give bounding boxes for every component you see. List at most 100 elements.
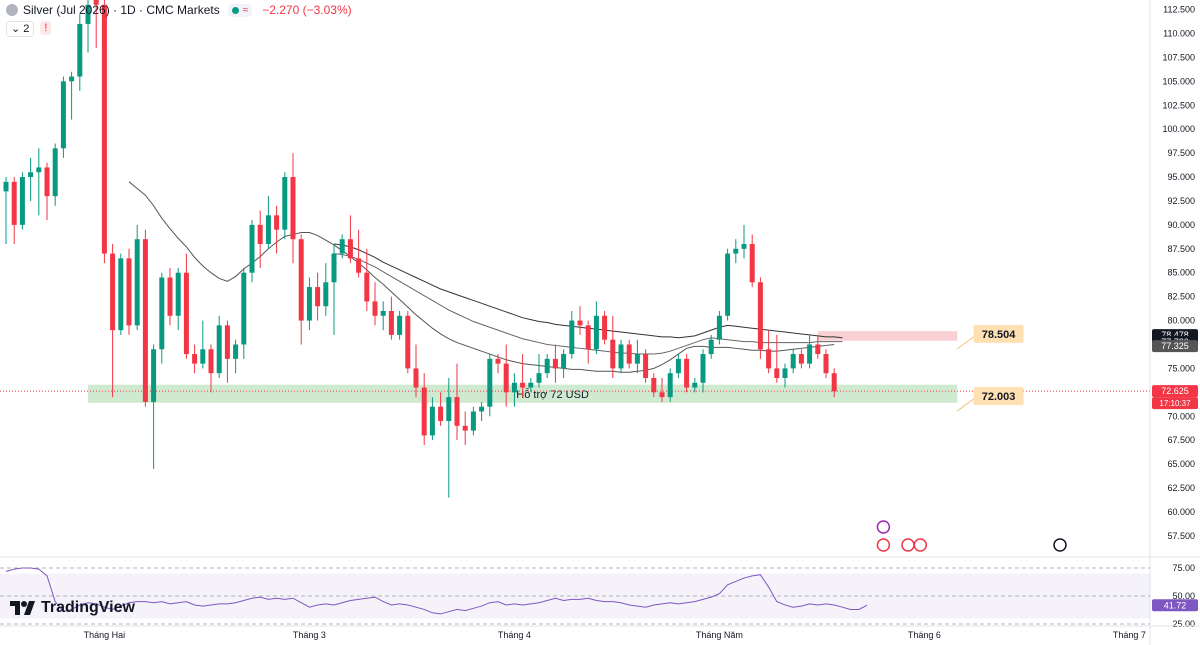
candle-body[interactable] [561, 354, 567, 369]
candle-body[interactable] [659, 392, 665, 398]
candle-body[interactable] [544, 358, 550, 374]
candle-body[interactable] [487, 358, 493, 407]
candle-body[interactable] [651, 377, 657, 393]
candle-body[interactable] [224, 325, 230, 359]
candle-body[interactable] [429, 406, 435, 436]
candle-body[interactable] [626, 344, 632, 364]
candle-body[interactable] [684, 358, 690, 388]
candle-body[interactable] [331, 253, 337, 283]
candle-body[interactable] [503, 363, 509, 393]
candle-body[interactable] [339, 239, 345, 254]
symbol-title[interactable]: Silver (Jul 2026) · 1D · CMC Markets [23, 3, 220, 17]
candle-body[interactable] [69, 76, 75, 82]
candle-body[interactable] [413, 368, 419, 388]
candle-body[interactable] [347, 239, 353, 259]
candle-body[interactable] [44, 167, 50, 197]
candle-body[interactable] [167, 277, 173, 316]
candle-body[interactable] [602, 315, 608, 340]
candle-body[interactable] [831, 373, 837, 392]
candle-body[interactable] [306, 287, 312, 321]
candle-body[interactable] [372, 301, 378, 316]
candle-body[interactable] [11, 181, 17, 225]
candle-body[interactable] [815, 344, 821, 355]
candle-body[interactable] [118, 258, 124, 331]
candle-body[interactable] [618, 344, 624, 369]
candle-body[interactable] [741, 244, 747, 249]
candle-body[interactable] [134, 239, 140, 326]
candle-body[interactable] [782, 368, 788, 378]
candle-body[interactable] [749, 244, 755, 283]
candle-body[interactable] [511, 382, 517, 393]
candle-body[interactable] [233, 344, 239, 359]
candle-body[interactable] [725, 253, 731, 316]
candle-body[interactable] [52, 148, 58, 197]
candle-body[interactable] [536, 373, 542, 383]
candle-body[interactable] [454, 397, 460, 426]
candle-body[interactable] [298, 239, 304, 321]
candle-body[interactable] [766, 349, 772, 369]
candle-body[interactable] [175, 272, 181, 316]
candle-body[interactable] [569, 320, 575, 355]
tradingview-logo[interactable]: TradingView [10, 599, 135, 617]
candle-body[interactable] [208, 349, 214, 374]
candle-body[interactable] [405, 315, 411, 369]
candle-body[interactable] [807, 344, 813, 364]
candle-body[interactable] [790, 354, 796, 369]
candle-body[interactable] [495, 358, 501, 364]
market-status-pill[interactable]: ≈ [227, 3, 253, 17]
candle-body[interactable] [142, 239, 148, 402]
candle-body[interactable] [577, 320, 583, 326]
candle-body[interactable] [552, 358, 558, 369]
candle-body[interactable] [364, 272, 370, 302]
candle-body[interactable] [77, 23, 83, 77]
candle-body[interactable] [634, 354, 640, 364]
candle-body[interactable] [257, 224, 263, 245]
candle-body[interactable] [708, 339, 714, 355]
candle-body[interactable] [323, 282, 329, 307]
candle-body[interactable] [93, 0, 99, 5]
candle-body[interactable] [126, 258, 132, 326]
candle-body[interactable] [315, 287, 321, 307]
candle-body[interactable] [700, 354, 706, 383]
candle-body[interactable] [290, 177, 296, 240]
candle-body[interactable] [593, 315, 599, 350]
candle-body[interactable] [716, 315, 722, 340]
candle-body[interactable] [60, 81, 66, 149]
candle-body[interactable] [3, 181, 9, 192]
candle-body[interactable] [757, 282, 763, 350]
candle-body[interactable] [356, 258, 362, 273]
candle-body[interactable] [692, 382, 698, 388]
candle-body[interactable] [28, 172, 34, 178]
candle-body[interactable] [774, 368, 780, 378]
us-flag-event-icon[interactable] [876, 538, 891, 552]
candle-body[interactable] [667, 373, 673, 398]
candle-body[interactable] [216, 325, 222, 374]
candle-body[interactable] [388, 310, 394, 335]
candle-body[interactable] [397, 315, 403, 335]
candle-body[interactable] [265, 215, 271, 245]
us-flag-event-icon[interactable] [913, 538, 928, 552]
callout-box[interactable] [973, 387, 1024, 406]
candle-body[interactable] [85, 4, 91, 24]
candle-body[interactable] [528, 382, 534, 388]
candle-body[interactable] [101, 4, 107, 254]
candle-body[interactable] [200, 349, 206, 364]
candle-body[interactable] [151, 349, 157, 402]
candle-body[interactable] [192, 354, 198, 364]
us-flag-event-icon[interactable] [901, 538, 915, 552]
candle-body[interactable] [798, 354, 804, 364]
candle-body[interactable] [479, 406, 485, 412]
candle-body[interactable] [520, 382, 526, 388]
candle-body[interactable] [823, 354, 829, 374]
candle-body[interactable] [462, 425, 468, 431]
lightning-event-icon[interactable] [876, 520, 891, 534]
candle-body[interactable] [36, 167, 42, 173]
candle-body[interactable] [249, 224, 255, 273]
candle-body[interactable] [643, 354, 649, 378]
candle-body[interactable] [274, 215, 280, 230]
calendar-event-icon[interactable] [1053, 538, 1067, 552]
candle-body[interactable] [241, 272, 247, 345]
candle-body[interactable] [282, 177, 288, 230]
callout-box[interactable] [973, 324, 1024, 343]
candle-body[interactable] [159, 277, 165, 350]
